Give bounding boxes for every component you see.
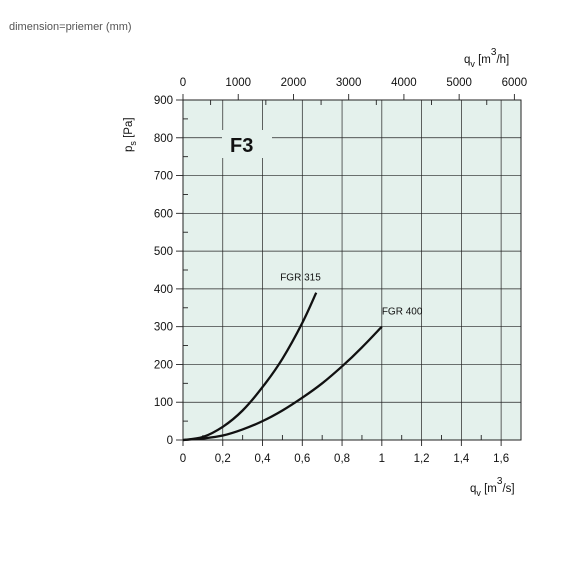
y-tick-label: 700 (154, 171, 173, 183)
x-bottom-tick-label: 1,2 (414, 453, 430, 465)
y-tick-label: 200 (154, 359, 173, 371)
series-curve-fgr-400 (182, 325, 383, 442)
y-tick-label: 400 (154, 284, 173, 296)
x-top-tick-label: 3000 (336, 77, 362, 89)
caption: dimension=priemer (mm) (9, 21, 132, 33)
y-tick-label: 300 (154, 322, 173, 334)
tick-marks (176, 94, 515, 446)
x-bottom-tick-label: 0,8 (334, 453, 350, 465)
y-tick-label: 0 (167, 435, 173, 447)
gridlines (183, 100, 521, 440)
y-tick-label: 600 (154, 208, 173, 220)
series-curves: FGR 315 FGR 400 (182, 273, 423, 442)
y-axis-title: ps [Pa] (123, 117, 138, 152)
panel-label: F3 (230, 135, 253, 157)
y-tick-label: 100 (154, 397, 173, 409)
x-bottom-tick-label: 1 (379, 453, 385, 465)
series-label: FGR 400 (382, 307, 423, 318)
x-bottom-tick-label: 1,6 (493, 453, 509, 465)
x-top-tick-label: 5000 (446, 77, 472, 89)
tick-labels: 0 100 200 300 400 500 600 700 800 900 0 0,2 0,4 0,6 0,… (154, 77, 527, 465)
y-tick-label: 800 (154, 133, 173, 145)
x-top-tick-label: 6000 (502, 77, 528, 89)
x-top-tick-label: 0 (180, 77, 186, 89)
y-tick-label: 500 (154, 246, 173, 258)
x-bottom-tick-label: 0,4 (255, 453, 272, 465)
x-axis-title-bottom: qv [m3/s] (470, 476, 515, 498)
series-label: FGR 315 (280, 273, 321, 284)
series-curve-fgr-315 (182, 292, 318, 442)
x-top-tick-label: 4000 (391, 77, 417, 89)
x-bottom-tick-label: 0,6 (294, 453, 310, 465)
x-top-tick-label: 2000 (281, 77, 307, 89)
y-tick-label: 900 (154, 95, 173, 107)
x-axis-title-top: qv [m3/h] (464, 47, 509, 69)
panel-label-box: F3 (222, 130, 272, 158)
x-bottom-tick-label: 1,4 (453, 453, 470, 465)
x-bottom-tick-label: 0,2 (215, 453, 231, 465)
x-top-tick-label: 1000 (225, 77, 251, 89)
x-bottom-tick-label: 0 (180, 453, 186, 465)
